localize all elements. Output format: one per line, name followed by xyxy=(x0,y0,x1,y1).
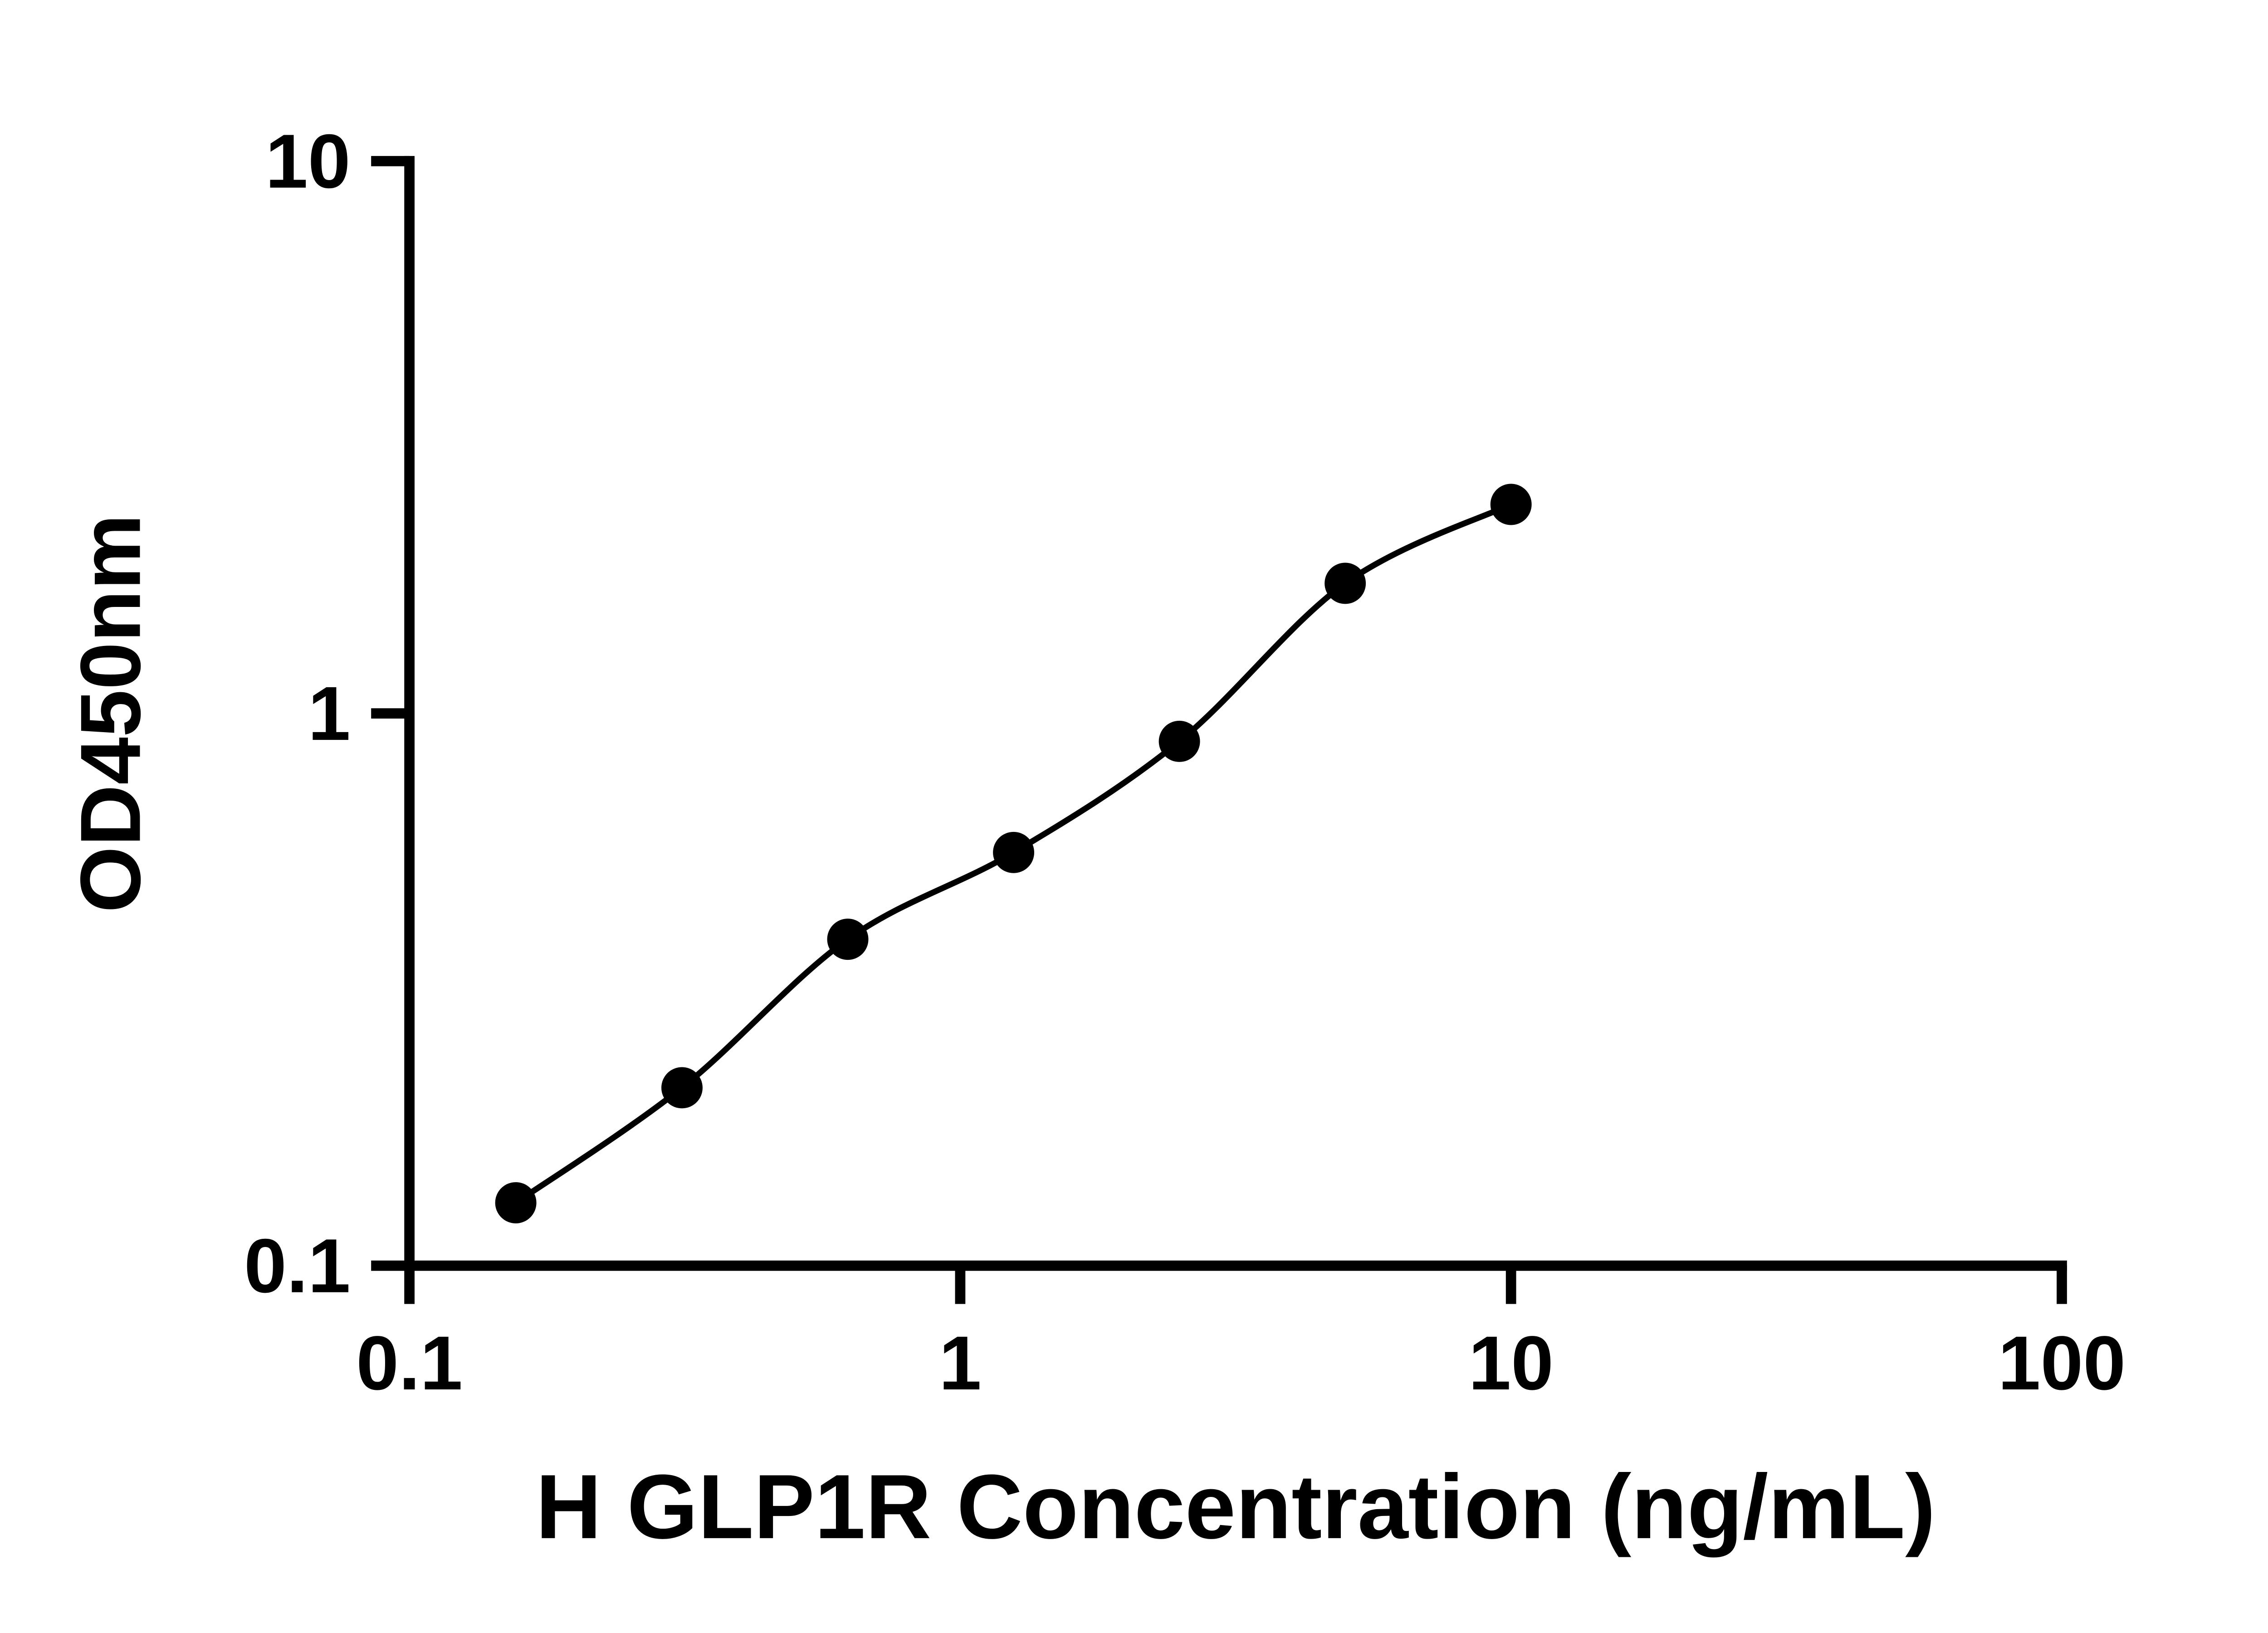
y-tick-label: 10 xyxy=(265,118,351,204)
data-point-marker xyxy=(1490,484,1532,525)
x-axis-tick-labels: 0.1 1 10 100 xyxy=(356,1320,2126,1406)
data-point-marker xyxy=(827,919,869,960)
x-tick-label: 10 xyxy=(1468,1320,1554,1406)
x-axis-title: H GLP1R Concentration (ng/mL) xyxy=(536,1456,1936,1558)
data-point-marker xyxy=(1158,720,1200,762)
data-point-marker xyxy=(1325,562,1366,604)
x-tick-label: 0.1 xyxy=(356,1320,463,1406)
plot-area: 0.1 1 10 100 0.1 1 10 H GLP1R Concentration (… xyxy=(63,118,2126,1558)
x-tick-label: 100 xyxy=(1998,1320,2126,1406)
axes xyxy=(404,156,2067,1271)
data-points xyxy=(495,484,1532,1223)
data-point-marker xyxy=(495,1182,537,1223)
y-tick-label: 1 xyxy=(308,670,351,756)
y-tick-label: 0.1 xyxy=(244,1223,351,1309)
y-axis-tick-labels: 0.1 1 10 xyxy=(244,118,351,1309)
y-axis-title: OD450nm xyxy=(63,514,158,913)
y-axis-ticks xyxy=(371,156,410,1271)
data-point-marker xyxy=(661,1067,703,1109)
x-tick-label: 1 xyxy=(939,1320,982,1406)
x-axis-ticks xyxy=(404,1266,2067,1304)
data-point-marker xyxy=(993,831,1035,873)
